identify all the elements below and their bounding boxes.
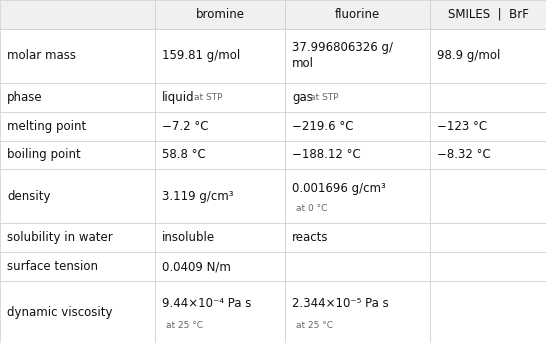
Text: at STP: at STP [193,93,222,102]
Bar [430,111,546,141]
Bar [430,169,546,223]
Bar [285,223,430,252]
Bar [155,169,285,223]
Bar [155,29,285,83]
Text: molar mass: molar mass [7,49,76,62]
Bar [0,252,155,281]
Text: bromine: bromine [195,8,245,21]
Bar [285,0,430,29]
Bar [430,141,546,169]
Bar [0,169,155,223]
Bar [285,83,430,111]
Text: at 25 °C: at 25 °C [296,321,333,330]
Text: at STP: at STP [310,93,339,102]
Text: reacts: reacts [292,231,329,244]
Bar [0,83,155,111]
Bar [155,223,285,252]
Bar [285,29,430,83]
Text: 159.81 g/mol: 159.81 g/mol [162,49,240,62]
Text: at 0 °C: at 0 °C [296,204,328,213]
Bar [285,111,430,141]
Text: 2.344×10⁻⁵ Pa s: 2.344×10⁻⁵ Pa s [292,297,389,310]
Bar [0,141,155,169]
Bar [0,29,155,83]
Text: phase: phase [7,91,43,104]
Text: −219.6 °C: −219.6 °C [292,120,353,132]
Text: melting point: melting point [7,120,86,132]
Bar [0,281,155,343]
Text: 58.8 °C: 58.8 °C [162,149,206,162]
Bar [0,111,155,141]
Text: −7.2 °C: −7.2 °C [162,120,209,132]
Text: 9.44×10⁻⁴ Pa s: 9.44×10⁻⁴ Pa s [162,297,251,310]
Bar [430,252,546,281]
Text: density: density [7,190,50,203]
Bar [430,29,546,83]
Text: −188.12 °C: −188.12 °C [292,149,361,162]
Text: 3.119 g/cm³: 3.119 g/cm³ [162,190,234,203]
Text: 98.9 g/mol: 98.9 g/mol [437,49,500,62]
Text: 0.001696 g/cm³: 0.001696 g/cm³ [292,182,386,195]
Bar [430,281,546,343]
Text: 37.996806326 g/
mol: 37.996806326 g/ mol [292,41,393,70]
Text: −8.32 °C: −8.32 °C [437,149,491,162]
Bar [155,252,285,281]
Bar [155,111,285,141]
Bar [285,169,430,223]
Text: gas: gas [292,91,313,104]
Text: 0.0409 N/m: 0.0409 N/m [162,260,231,273]
Bar [155,83,285,111]
Bar [0,223,155,252]
Text: insoluble: insoluble [162,231,215,244]
Text: solubility in water: solubility in water [7,231,113,244]
Text: surface tension: surface tension [7,260,98,273]
Bar [285,281,430,343]
Bar [155,141,285,169]
Bar [285,252,430,281]
Text: fluorine: fluorine [335,8,380,21]
Bar [430,223,546,252]
Text: SMILES  |  BrF: SMILES | BrF [448,8,529,21]
Text: liquid: liquid [162,91,194,104]
Text: −123 °C: −123 °C [437,120,487,132]
Bar [0,0,155,29]
Bar [430,83,546,111]
Bar [155,281,285,343]
Bar [430,0,546,29]
Text: boiling point: boiling point [7,149,81,162]
Bar [155,0,285,29]
Text: at 25 °C: at 25 °C [166,321,203,330]
Text: dynamic viscosity: dynamic viscosity [7,306,112,319]
Bar [285,141,430,169]
